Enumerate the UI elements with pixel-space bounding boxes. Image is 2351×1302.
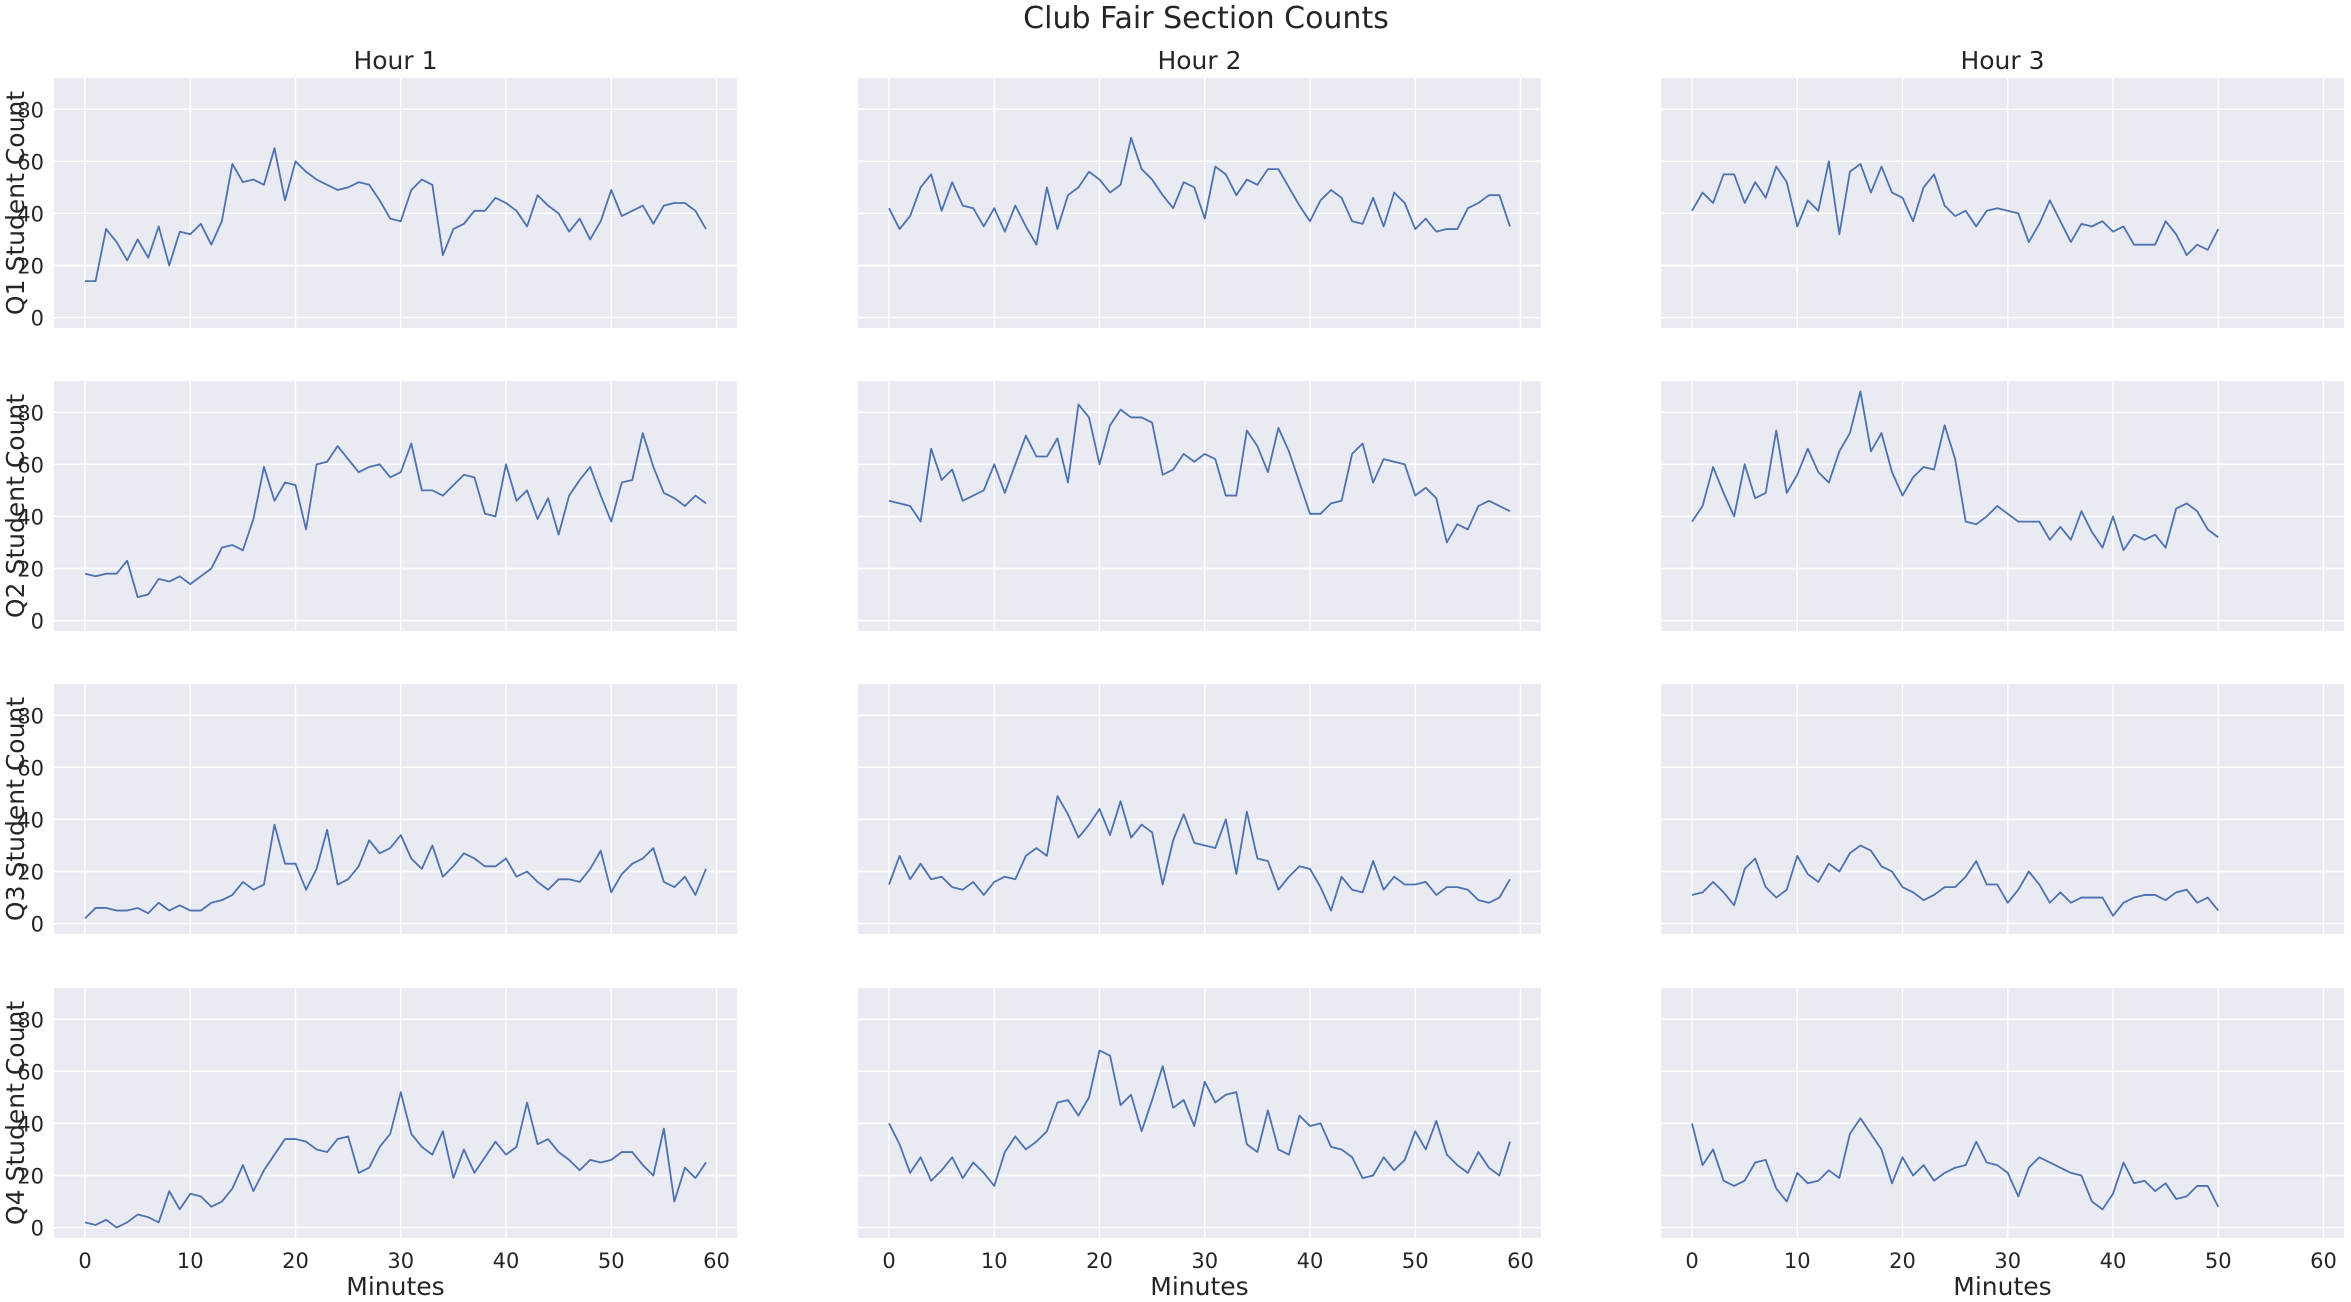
- x-tick-label: 60: [2310, 1249, 2337, 1273]
- x-tick-label: 50: [1402, 1249, 1429, 1273]
- x-tick-label: 0: [78, 1249, 91, 1273]
- x-tick-label: 40: [493, 1249, 520, 1273]
- y-axis-label: Q2 Student Count: [1, 394, 30, 618]
- y-tick-label: 40: [17, 505, 44, 529]
- plot-area: [54, 684, 737, 934]
- x-tick-label: 10: [981, 1249, 1008, 1273]
- y-tick-label: 0: [31, 610, 44, 634]
- y-axis-label: Q1 Student Count: [1, 91, 30, 315]
- y-tick-label: 40: [17, 202, 44, 226]
- series-line: [888, 136, 1511, 246]
- y-tick-label: 20: [17, 255, 44, 279]
- subplot-r3-c3: [1661, 684, 2344, 934]
- y-tick-label: 0: [31, 1217, 44, 1241]
- column-title: Hour 2: [1157, 46, 1241, 75]
- y-tick-label: 20: [17, 1165, 44, 1189]
- x-tick-label: 40: [2100, 1249, 2127, 1273]
- subplot-r4-c2: 0 10 20 30 40 50 60 Minutes: [858, 988, 1541, 1301]
- y-tick-label: 0: [31, 913, 44, 937]
- x-tick-label: 60: [703, 1249, 730, 1273]
- series-line: [1691, 390, 2219, 552]
- series-line: [888, 403, 1511, 544]
- x-tick-label: 0: [1685, 1249, 1698, 1273]
- subplot-r3-c2: [858, 684, 1541, 934]
- x-axis-label: Minutes: [1953, 1272, 2051, 1301]
- x-tick-label: 60: [1507, 1249, 1534, 1273]
- y-tick-label: 80: [17, 401, 44, 425]
- series-line: [84, 1091, 707, 1229]
- x-tick-label: 30: [1994, 1249, 2021, 1273]
- x-axis-label: Minutes: [346, 1272, 444, 1301]
- series-line: [1691, 160, 2220, 256]
- series-line: [888, 795, 1511, 912]
- x-tick-label: 10: [177, 1249, 204, 1273]
- series-line: [85, 147, 707, 283]
- x-tick-label: 50: [598, 1249, 625, 1273]
- plot-area: [858, 381, 1541, 631]
- y-axis-label: Q4 Student Count: [1, 1001, 30, 1225]
- x-tick-label: 30: [387, 1249, 414, 1273]
- x-axis-label: Minutes: [1150, 1272, 1248, 1301]
- series-line: [84, 432, 707, 599]
- plot-area: [858, 684, 1541, 934]
- x-tick-label: 40: [1297, 1249, 1324, 1273]
- y-tick-label: 20: [17, 558, 44, 582]
- plot-area: [858, 988, 1541, 1238]
- subplot-r2-c3: [1661, 381, 2344, 631]
- subplot-r2-c2: [858, 381, 1541, 631]
- subplot-r4-c3: 0 10 20 30 40 50 60 Minutes: [1661, 988, 2344, 1301]
- plot-area: [1661, 381, 2344, 631]
- x-tick-label: 20: [1086, 1249, 1113, 1273]
- x-tick-label: 0: [882, 1249, 895, 1273]
- y-tick-label: 60: [17, 150, 44, 174]
- x-tick-label: 10: [1784, 1249, 1811, 1273]
- y-tick-label: 60: [17, 1060, 44, 1084]
- x-tick-label: 20: [282, 1249, 309, 1273]
- series-line: [1691, 844, 2219, 917]
- y-tick-label: 80: [17, 1008, 44, 1032]
- y-axis-label: Q3 Student Count: [1, 697, 30, 921]
- y-tick-label: 20: [17, 861, 44, 885]
- series-line: [888, 1049, 1511, 1187]
- subplot-r1-c2: Hour 2: [858, 46, 1541, 328]
- plot-area: [1661, 988, 2344, 1238]
- chart-title: Club Fair Section Counts: [1023, 1, 1389, 36]
- y-tick-label: 60: [17, 453, 44, 477]
- y-tick-label: 80: [17, 98, 44, 122]
- series-line: [1691, 1117, 2220, 1211]
- column-title: Hour 1: [353, 46, 437, 75]
- plot-area: [1661, 78, 2344, 328]
- y-tick-label: 80: [17, 704, 44, 728]
- y-tick-label: 40: [17, 808, 44, 832]
- plot-area: [54, 381, 737, 631]
- y-tick-label: 0: [31, 307, 44, 331]
- column-title: Hour 3: [1960, 46, 2044, 75]
- y-tick-label: 40: [17, 1112, 44, 1136]
- series-line: [84, 823, 707, 920]
- plot-area: [54, 78, 737, 328]
- x-tick-label: 50: [2205, 1249, 2232, 1273]
- plot-area: [1661, 684, 2344, 934]
- x-tick-label: 30: [1191, 1249, 1218, 1273]
- subplot-r1-c3: Hour 3: [1661, 46, 2344, 328]
- x-tick-label: 20: [1889, 1249, 1916, 1273]
- y-tick-label: 60: [17, 756, 44, 780]
